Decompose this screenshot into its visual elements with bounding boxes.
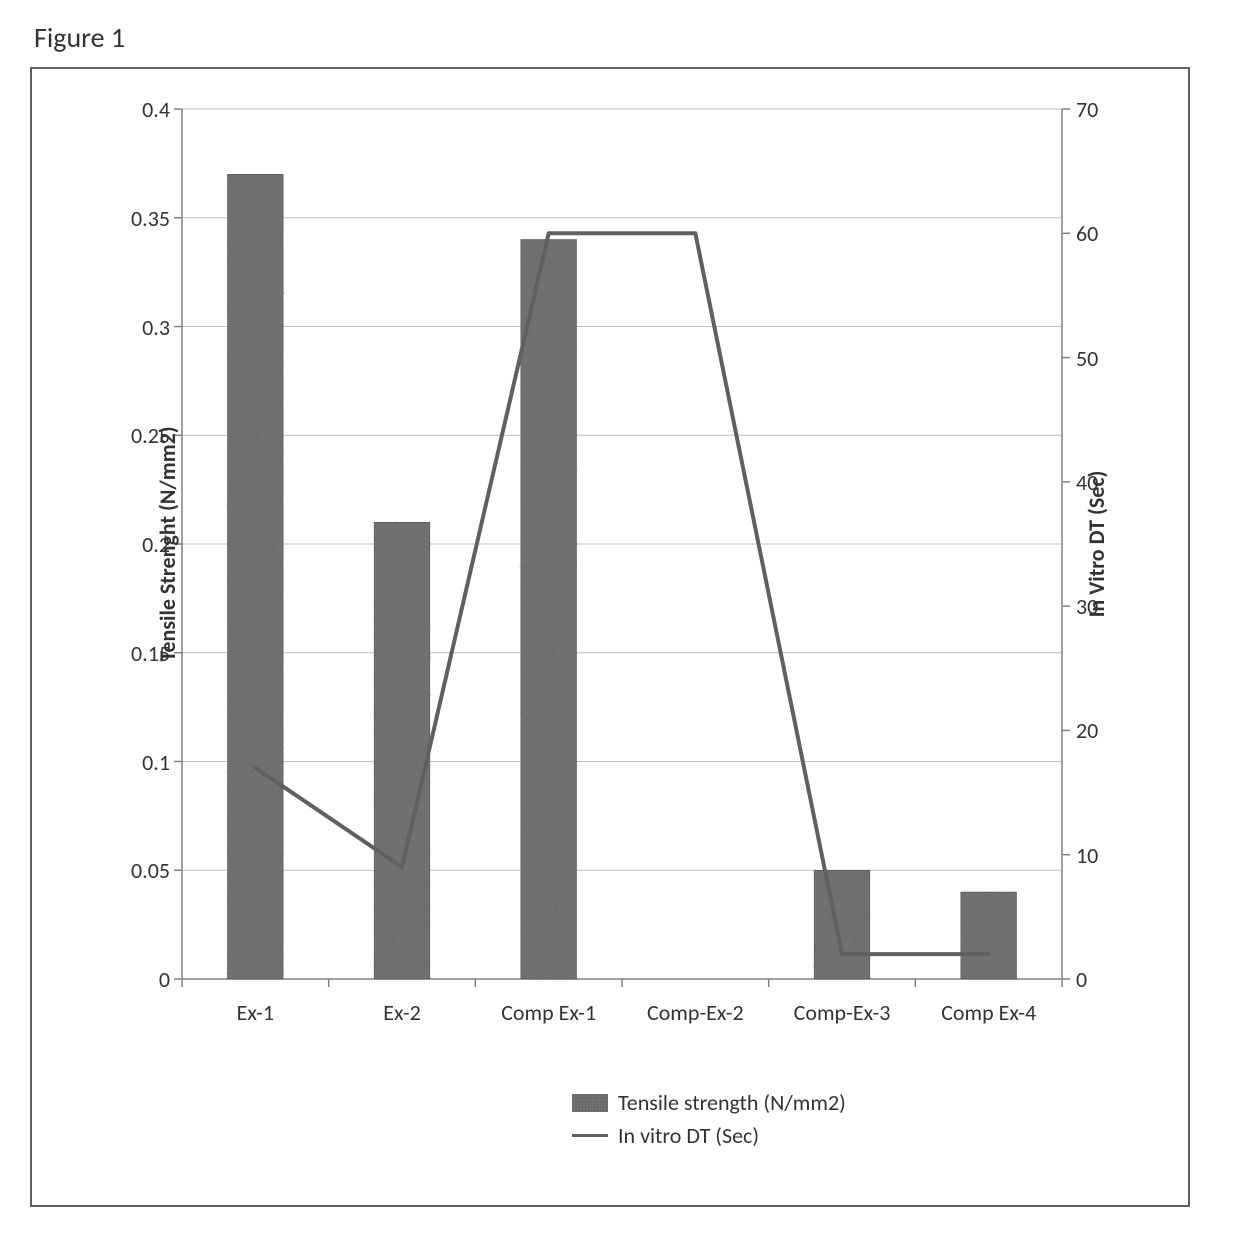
y-left-tick: 0.35	[110, 205, 170, 232]
y-right-tick: 30	[1076, 593, 1126, 620]
y-left-tick: 0.4	[110, 96, 170, 123]
category-label: Comp Ex-1	[501, 999, 596, 1026]
chart-svg	[32, 69, 1192, 1209]
y-left-tick: 0.3	[110, 314, 170, 341]
figure-title: Figure 1	[34, 20, 1210, 55]
bar-swatch-icon	[572, 1094, 608, 1112]
y-right-tick: 0	[1076, 966, 1126, 993]
legend: Tensile strength (N/mm2) In vitro DT (Se…	[572, 1089, 846, 1155]
y-left-tick: 0	[110, 966, 170, 993]
category-label: Comp Ex-4	[941, 999, 1036, 1026]
y-left-tick: 0.2	[110, 531, 170, 558]
y-left-tick: 0.25	[110, 422, 170, 449]
line-swatch-icon	[572, 1134, 608, 1137]
y-left-tick: 0.05	[110, 857, 170, 884]
chart-frame: Tensile Strenght (N/mm2) In Vitro DT (Se…	[30, 67, 1190, 1207]
y-right-tick: 50	[1076, 345, 1126, 372]
y-right-tick: 40	[1076, 469, 1126, 496]
y-right-tick: 10	[1076, 842, 1126, 869]
y-right-tick: 70	[1076, 96, 1126, 123]
legend-item-line: In vitro DT (Sec)	[572, 1122, 846, 1149]
y-left-tick: 0.1	[110, 749, 170, 776]
legend-line-label: In vitro DT (Sec)	[618, 1122, 759, 1149]
category-label: Ex-1	[237, 999, 275, 1026]
y-left-tick: 0.15	[110, 640, 170, 667]
legend-bar-label: Tensile strength (N/mm2)	[618, 1089, 846, 1116]
category-label: Ex-2	[383, 999, 421, 1026]
category-label: Comp-Ex-2	[647, 999, 744, 1026]
y-right-tick: 60	[1076, 220, 1126, 247]
legend-item-bar: Tensile strength (N/mm2)	[572, 1089, 846, 1116]
category-label: Comp-Ex-3	[794, 999, 891, 1026]
y-right-tick: 20	[1076, 717, 1126, 744]
